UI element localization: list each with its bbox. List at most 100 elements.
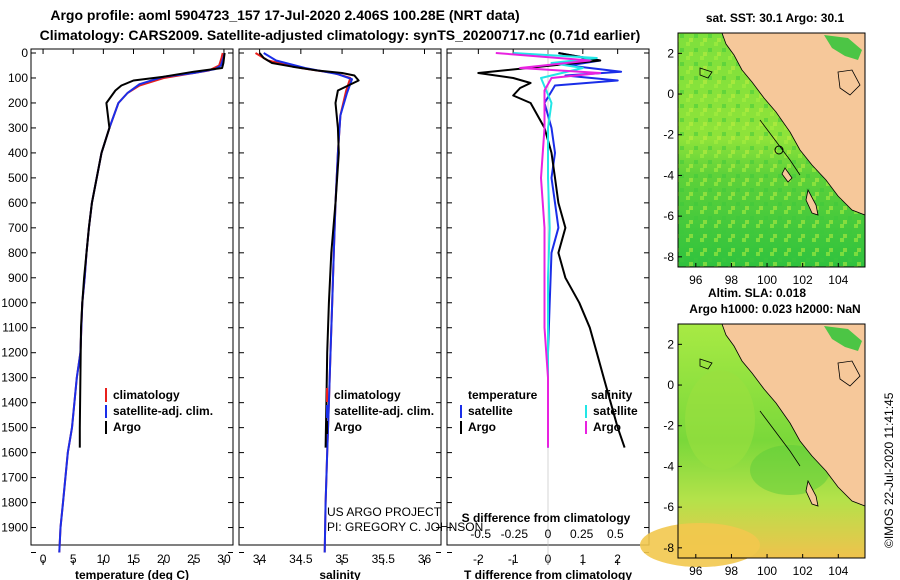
- temperature-series-argo: [78, 52, 226, 448]
- credit-project: US ARGO PROJECT: [327, 505, 442, 519]
- sst-map: [677, 32, 866, 268]
- temperature-x-tick-label: 15: [127, 552, 141, 566]
- map-x-tick-label: 100: [757, 273, 777, 287]
- depth-label: 1000: [1, 296, 28, 310]
- sal-legend-climatology: climatology: [334, 388, 401, 402]
- depth-label: 1700: [1, 471, 28, 485]
- map-y-tick-label: -4: [663, 459, 674, 473]
- map-y-tick-label: -2: [663, 128, 674, 142]
- s-diff-tick-label: 0: [545, 527, 552, 541]
- map-y-tick-label: 0: [667, 87, 674, 101]
- diff-legend-temperature-header: temperature: [468, 388, 538, 402]
- depth-label: 900: [8, 271, 28, 285]
- imos-watermark: ©IMOS 22-Jul-2020 11:41:45: [882, 392, 896, 548]
- depth-label: 500: [8, 171, 28, 185]
- temperature-x-tick-label: 0: [40, 552, 47, 566]
- depth-label: 1300: [1, 371, 28, 385]
- map-y-tick-label: -6: [663, 500, 674, 514]
- diff-legend-t-argo: Argo: [468, 420, 496, 434]
- s-diff-tick-label: -0.25: [501, 527, 529, 541]
- temperature-profile-panel: 0 5 10 15 20 25 30 temperature (deg C): [30, 48, 234, 580]
- temperature-x-tick-label: 30: [217, 552, 231, 566]
- salinity-x-tick-label: 34.5: [289, 552, 313, 566]
- salinity-series-climatology: [254, 52, 352, 553]
- map-x-tick-label: 104: [828, 273, 848, 287]
- sla-map-title1: Altim. SLA: 0.018: [708, 286, 806, 300]
- depth-label: 1400: [1, 396, 28, 410]
- map-x-tick-label: 96: [689, 564, 703, 578]
- map-x-tick-label: 100: [757, 564, 777, 578]
- depth-label: 400: [8, 146, 28, 160]
- map-y-tick-label: -8: [663, 250, 674, 264]
- difference-x-label: T difference from climatology: [464, 568, 632, 580]
- map-x-tick-label: 98: [725, 273, 739, 287]
- diff-legend-s-argo: Argo: [593, 420, 621, 434]
- depth-label: 1200: [1, 346, 28, 360]
- map-x-tick-label: 98: [725, 564, 739, 578]
- salinity-series-argo: [258, 52, 360, 448]
- sal-legend-argo: Argo: [334, 420, 362, 434]
- depth-label: 0: [21, 46, 28, 60]
- header-title-line1: Argo profile: aoml 5904723_157 17-Jul-20…: [50, 7, 519, 23]
- s-diff-tick-label: -0.5: [470, 527, 491, 541]
- salinity-x-label: salinity: [319, 568, 361, 580]
- salinity-x-tick-label: 34: [253, 552, 267, 566]
- salinity-frame: [238, 48, 442, 546]
- salinity-legend: climatology satellite-adj. clim. Argo: [326, 388, 434, 434]
- difference-series-s-argo: [495, 52, 602, 448]
- diff-legend-salinity-header: salinity: [591, 388, 633, 402]
- map-y-tick-label: 2: [667, 337, 674, 351]
- diff-legend-t-satellite: satellite: [468, 404, 513, 418]
- sla-map-title2: Argo h1000: 0.023 h2000: NaN: [689, 302, 860, 316]
- depth-label: 100: [8, 71, 28, 85]
- difference-x-tick-label: -2: [473, 552, 484, 566]
- salinity-x-tick-label: 35.5: [372, 552, 396, 566]
- map-x-tick-label: 104: [828, 564, 848, 578]
- temperature-series-satellite-adj-clim-: [58, 52, 226, 553]
- sst-map-axes: 96 98 100 102 104 2 0 -2 -4 -6 -8: [663, 46, 848, 287]
- s-diff-tick-label: 0.5: [607, 527, 624, 541]
- map-y-tick-label: -8: [663, 541, 674, 555]
- temperature-x-tick-label: 10: [97, 552, 111, 566]
- map-y-tick-label: 0: [667, 378, 674, 392]
- map-x-tick-label: 102: [793, 273, 813, 287]
- map-y-tick-label: -6: [663, 209, 674, 223]
- temperature-x-tick-label: 25: [187, 552, 201, 566]
- credit-pi: PI: GREGORY C. JOHNSON: [327, 520, 483, 534]
- depth-label: 1500: [1, 421, 28, 435]
- map-x-tick-label: 96: [689, 273, 703, 287]
- temperature-x-tick-label: 5: [70, 552, 77, 566]
- salinity-x-tick-label: 36: [418, 552, 432, 566]
- temperature-x-label: temperature (deg C): [75, 568, 189, 580]
- depth-label: 800: [8, 246, 28, 260]
- temp-legend-argo: Argo: [113, 420, 141, 434]
- depth-label: 1600: [1, 446, 28, 460]
- difference-x-tick-label: 2: [614, 552, 621, 566]
- map-x-tick-label: 102: [793, 564, 813, 578]
- depth-label: 300: [8, 121, 28, 135]
- depth-label: 600: [8, 196, 28, 210]
- depth-label: 1100: [2, 321, 28, 335]
- sla-map-axes: 96 98 100 102 104 2 0 -2 -4 -6 -8: [663, 337, 848, 578]
- diff-legend-s-satellite: satellite: [593, 404, 638, 418]
- sla-map: [640, 323, 866, 567]
- map-y-tick-label: -2: [663, 419, 674, 433]
- difference-x-tick-label: 1: [579, 552, 586, 566]
- temperature-x-tick-label: 20: [157, 552, 171, 566]
- depth-label: 200: [8, 96, 28, 110]
- temperature-series-climatology: [58, 52, 224, 553]
- depth-label: 700: [8, 221, 28, 235]
- temperature-frame: [30, 48, 234, 546]
- depth-label: 1800: [1, 496, 28, 510]
- map-y-tick-label: 2: [667, 46, 674, 60]
- map-y-tick-label: -4: [663, 168, 674, 182]
- depth-axis-labels: 0 100 200 300 400 500 600 700 800 900 1000 1100 1200…: [1, 46, 28, 535]
- s-diff-tick-label: 0.25: [570, 527, 594, 541]
- sst-map-title: sat. SST: 30.1 Argo: 30.1: [706, 11, 845, 25]
- depth-label: 1900: [1, 521, 28, 535]
- header-title-line2: Climatology: CARS2009. Satellite-adjuste…: [40, 27, 641, 43]
- sal-legend-satellite: satellite-adj. clim.: [334, 404, 434, 418]
- difference-series-t-satellite: [543, 52, 623, 448]
- s-difference-label: S difference from climatology: [462, 511, 631, 525]
